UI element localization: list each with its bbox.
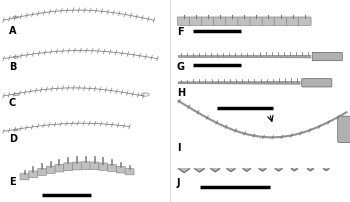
FancyBboxPatch shape (238, 17, 251, 25)
FancyBboxPatch shape (286, 17, 299, 25)
FancyBboxPatch shape (281, 55, 286, 58)
FancyBboxPatch shape (116, 166, 125, 173)
FancyBboxPatch shape (177, 17, 190, 25)
FancyBboxPatch shape (305, 55, 311, 58)
FancyBboxPatch shape (190, 82, 196, 84)
FancyBboxPatch shape (275, 55, 280, 58)
FancyBboxPatch shape (251, 55, 256, 58)
Polygon shape (291, 169, 298, 171)
FancyBboxPatch shape (214, 17, 226, 25)
FancyBboxPatch shape (37, 168, 47, 176)
FancyBboxPatch shape (208, 56, 214, 58)
FancyBboxPatch shape (239, 82, 245, 84)
FancyBboxPatch shape (264, 82, 270, 84)
FancyBboxPatch shape (125, 169, 134, 175)
FancyBboxPatch shape (276, 81, 282, 84)
FancyBboxPatch shape (298, 17, 311, 25)
FancyBboxPatch shape (287, 55, 293, 58)
FancyBboxPatch shape (257, 55, 262, 58)
FancyBboxPatch shape (233, 82, 239, 84)
Polygon shape (227, 169, 235, 171)
FancyBboxPatch shape (72, 162, 82, 170)
FancyBboxPatch shape (64, 163, 73, 171)
FancyBboxPatch shape (232, 55, 238, 58)
Text: C: C (9, 98, 16, 108)
FancyBboxPatch shape (107, 164, 117, 171)
FancyBboxPatch shape (246, 82, 251, 84)
FancyBboxPatch shape (215, 82, 220, 84)
FancyBboxPatch shape (274, 17, 287, 25)
Text: G: G (177, 62, 185, 72)
Polygon shape (211, 169, 220, 172)
FancyBboxPatch shape (20, 174, 29, 180)
FancyBboxPatch shape (312, 52, 342, 61)
FancyBboxPatch shape (190, 17, 202, 25)
FancyBboxPatch shape (270, 81, 276, 84)
FancyBboxPatch shape (299, 55, 304, 58)
Polygon shape (323, 169, 329, 171)
FancyBboxPatch shape (215, 55, 220, 58)
FancyBboxPatch shape (90, 162, 99, 170)
FancyBboxPatch shape (239, 55, 244, 58)
Polygon shape (259, 169, 266, 171)
FancyBboxPatch shape (99, 163, 108, 170)
Polygon shape (178, 169, 190, 173)
FancyBboxPatch shape (202, 17, 214, 25)
FancyBboxPatch shape (252, 82, 257, 84)
FancyBboxPatch shape (197, 82, 202, 84)
FancyBboxPatch shape (227, 82, 233, 84)
FancyBboxPatch shape (263, 55, 268, 58)
Text: B: B (9, 62, 16, 72)
FancyBboxPatch shape (226, 55, 232, 58)
FancyBboxPatch shape (288, 81, 294, 84)
FancyBboxPatch shape (220, 55, 226, 58)
FancyBboxPatch shape (203, 82, 208, 84)
FancyBboxPatch shape (29, 171, 38, 178)
FancyBboxPatch shape (209, 82, 214, 84)
Text: J: J (177, 178, 180, 188)
FancyBboxPatch shape (46, 166, 55, 174)
FancyBboxPatch shape (302, 79, 332, 87)
FancyBboxPatch shape (338, 116, 350, 142)
FancyBboxPatch shape (293, 55, 299, 58)
Text: E: E (9, 177, 15, 187)
FancyBboxPatch shape (184, 82, 190, 84)
FancyBboxPatch shape (55, 164, 64, 172)
FancyBboxPatch shape (295, 81, 300, 84)
FancyBboxPatch shape (269, 55, 274, 58)
FancyBboxPatch shape (81, 162, 90, 169)
Polygon shape (275, 169, 282, 171)
FancyBboxPatch shape (221, 82, 227, 84)
FancyBboxPatch shape (282, 81, 288, 84)
Text: A: A (9, 26, 16, 36)
FancyBboxPatch shape (250, 17, 263, 25)
FancyBboxPatch shape (245, 55, 250, 58)
Polygon shape (195, 169, 204, 172)
Text: F: F (177, 27, 183, 37)
FancyBboxPatch shape (196, 56, 202, 58)
FancyBboxPatch shape (258, 82, 263, 84)
FancyBboxPatch shape (178, 82, 184, 84)
Text: H: H (177, 88, 185, 98)
FancyBboxPatch shape (262, 17, 275, 25)
FancyBboxPatch shape (178, 56, 184, 58)
Polygon shape (307, 169, 314, 171)
Text: I: I (177, 143, 180, 154)
FancyBboxPatch shape (226, 17, 239, 25)
Polygon shape (243, 169, 251, 171)
Text: D: D (9, 134, 17, 144)
FancyBboxPatch shape (190, 56, 196, 58)
FancyBboxPatch shape (202, 56, 208, 58)
FancyBboxPatch shape (184, 56, 190, 58)
